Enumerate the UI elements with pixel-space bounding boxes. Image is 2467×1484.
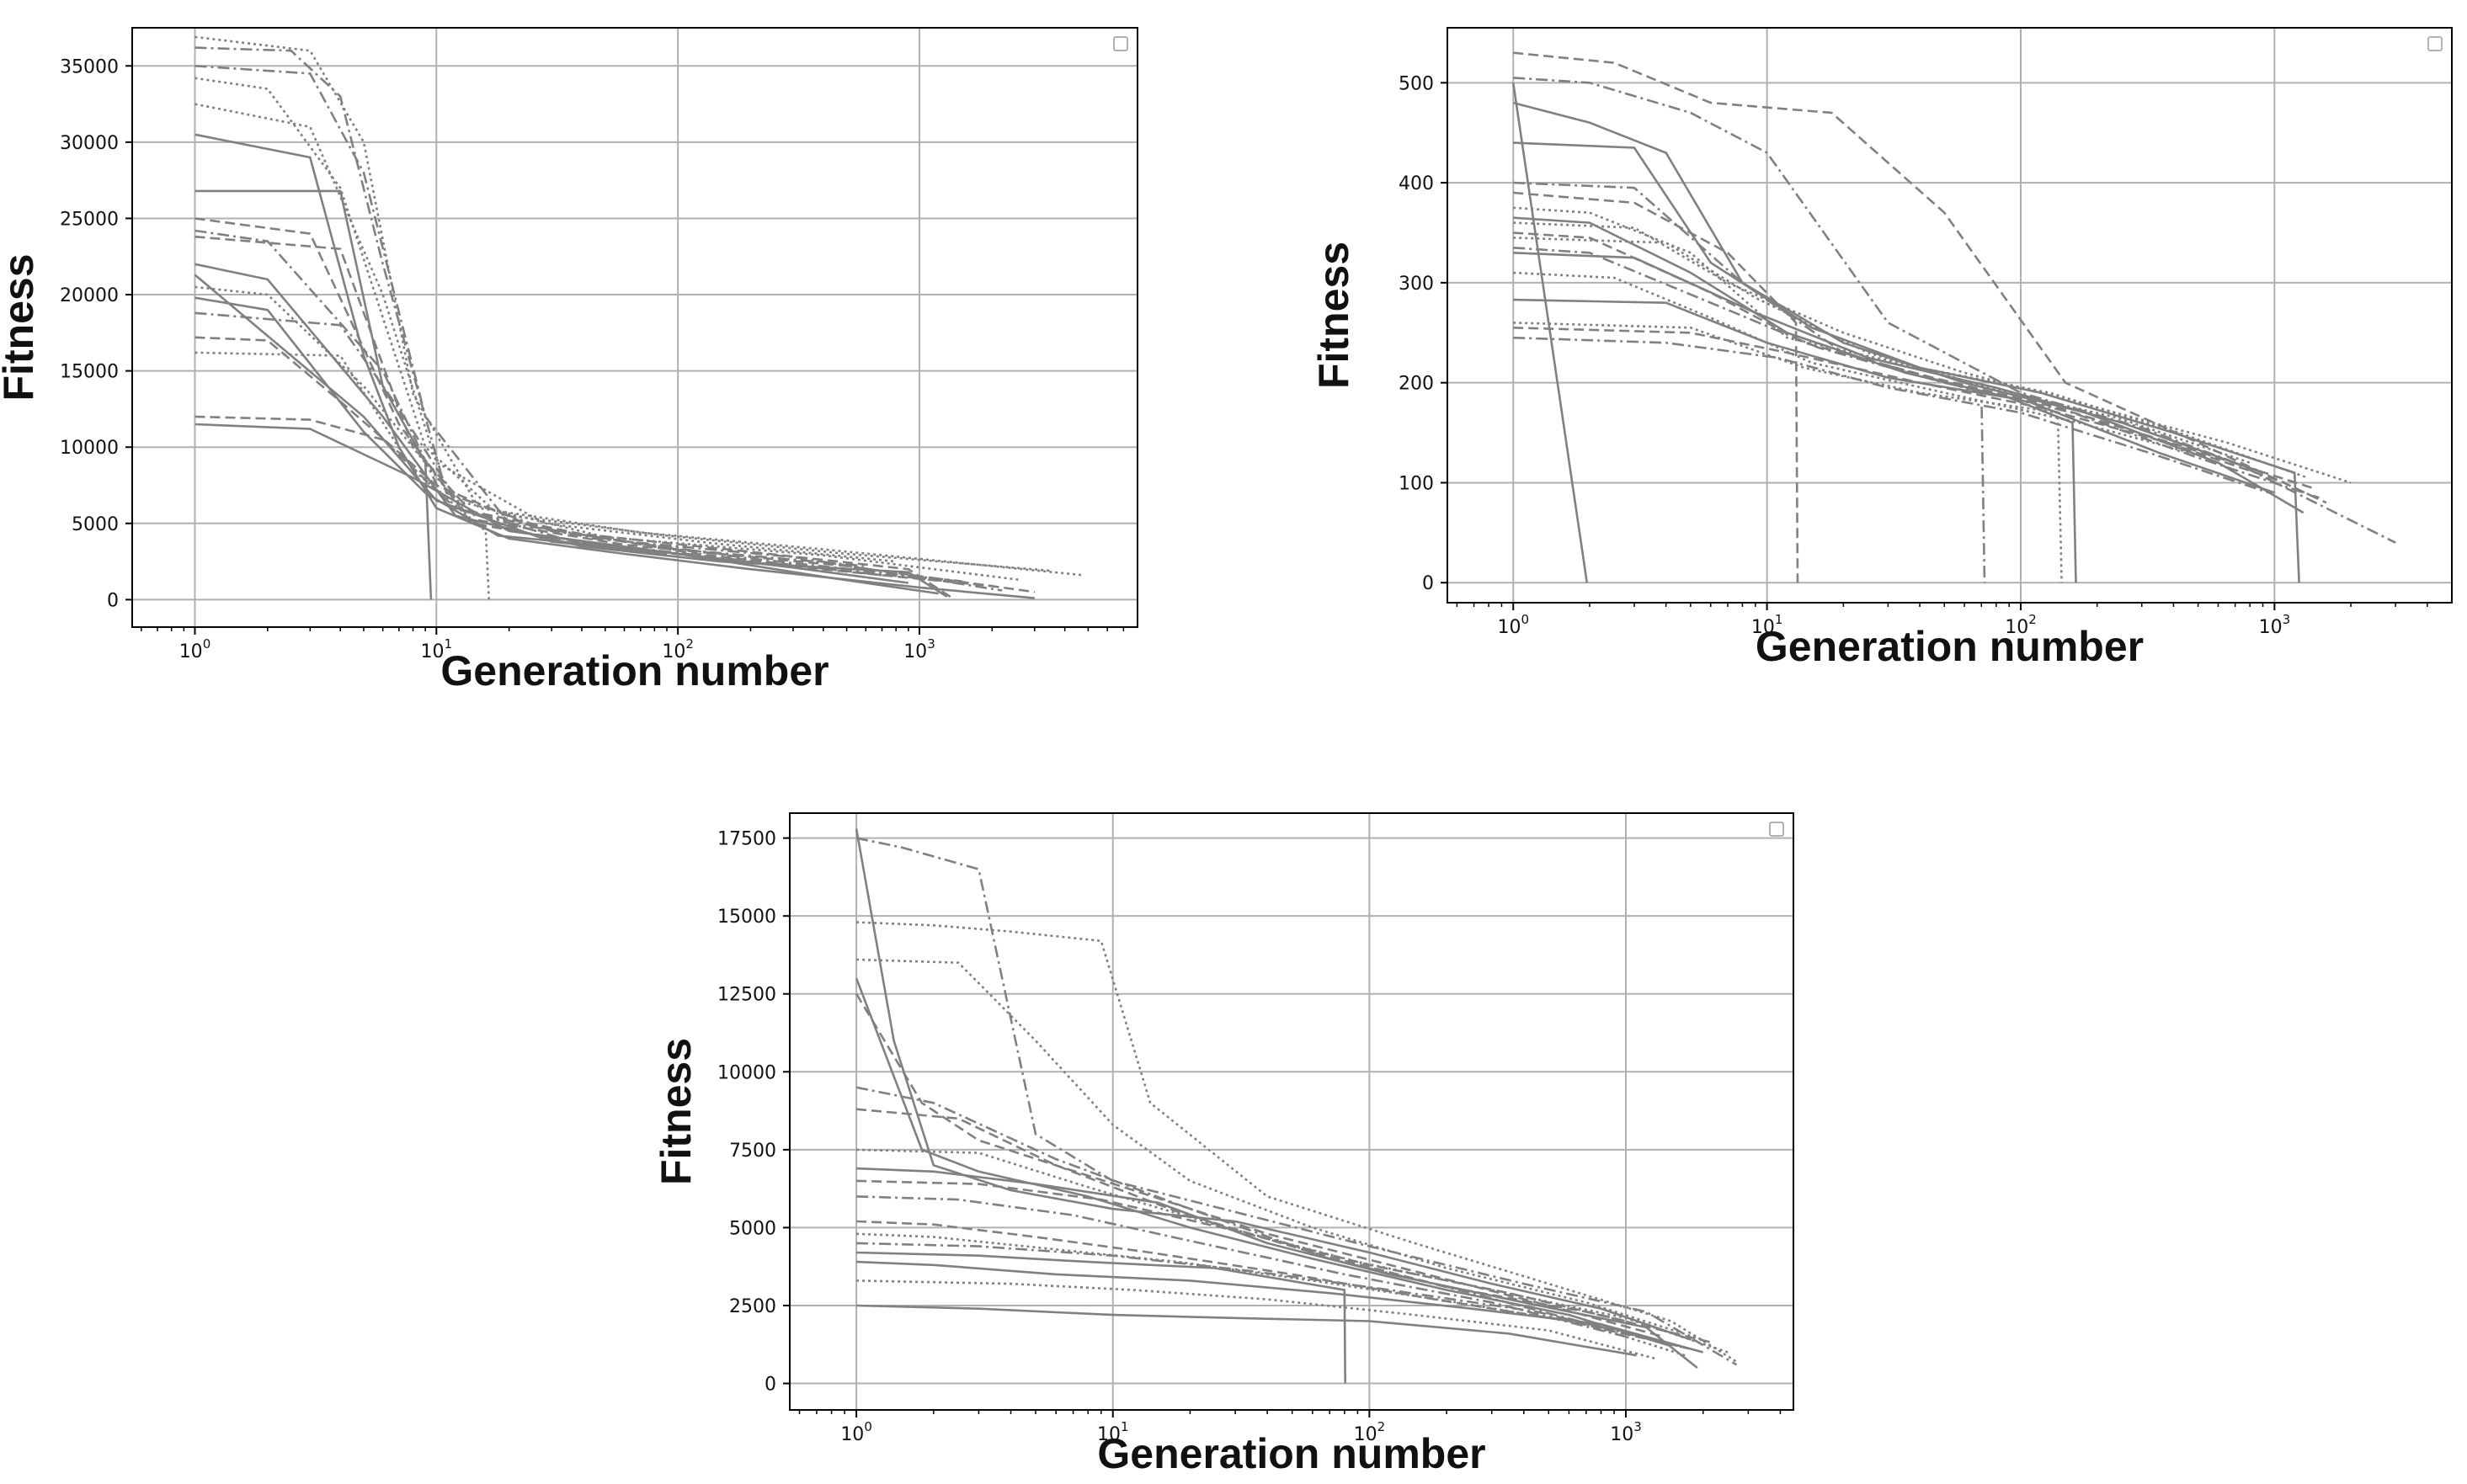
series-line-run-19 xyxy=(1513,322,2063,583)
y-tick-label: 0 xyxy=(107,590,119,611)
series-line-run-11 xyxy=(1513,77,2396,544)
series-line-run-16 xyxy=(1513,221,2352,484)
y-tick-label: 10000 xyxy=(60,438,119,459)
series-line-run-6 xyxy=(1513,298,2077,583)
series-group xyxy=(1511,51,2396,583)
series-line-run-13 xyxy=(194,229,920,580)
series-line-run-1 xyxy=(1511,82,1588,583)
series-line-run-5 xyxy=(856,1304,1637,1357)
y-axis-label: Fitness xyxy=(1310,242,1357,389)
series-line-run-4 xyxy=(194,423,939,595)
y-tick-label: 15000 xyxy=(60,362,119,383)
x-tick-label: 100 xyxy=(840,1419,872,1445)
series-line-run-2 xyxy=(194,189,433,600)
x-tick-label: 100 xyxy=(179,636,211,662)
y-tick-label: 25000 xyxy=(60,209,119,230)
series-line-run-7 xyxy=(855,993,1664,1338)
y-tick-label: 400 xyxy=(1399,173,1434,194)
y-tick-label: 0 xyxy=(1422,573,1434,594)
series-line-run-7 xyxy=(194,217,993,588)
series-line-run-4 xyxy=(856,1251,1346,1384)
y-tick-label: 300 xyxy=(1399,274,1434,295)
series-group xyxy=(855,828,1738,1384)
series-line-run-3 xyxy=(856,1167,1698,1370)
plot-area xyxy=(132,28,1138,627)
y-tick-label: 30000 xyxy=(60,133,119,154)
series-line-run-2 xyxy=(855,977,1672,1348)
axes-frame xyxy=(1447,27,2453,604)
series-line-run-12 xyxy=(194,65,866,567)
y-tick-label: 100 xyxy=(1399,473,1434,494)
series-line-run-8 xyxy=(1513,191,1799,583)
x-axis-label: Generation number xyxy=(440,647,829,694)
x-tick-label: 100 xyxy=(1497,612,1529,638)
y-tick-label: 7500 xyxy=(729,1141,776,1162)
y-tick-label: 5000 xyxy=(729,1218,776,1239)
series-line-run-18 xyxy=(194,285,1020,582)
series-line-run-17 xyxy=(856,1148,1729,1354)
chart-panel-1: 0 5000 10000 15000 20000 25000 30000 35000 100 10… xyxy=(0,27,1138,694)
x-tick-label: 103 xyxy=(903,636,935,662)
series-line-run-18 xyxy=(856,1232,1686,1357)
series-line-run-19 xyxy=(856,1279,1656,1360)
x-axis-label: Generation number xyxy=(1097,1430,1485,1477)
series-line-run-10 xyxy=(194,415,956,601)
plot-area xyxy=(1447,28,2452,603)
y-tick-label: 500 xyxy=(1399,73,1434,94)
series-line-run-10 xyxy=(1513,327,2286,484)
series-line-run-12 xyxy=(855,1086,1615,1332)
y-tick-label: 10000 xyxy=(717,1062,776,1083)
series-line-run-16 xyxy=(194,77,1052,572)
y-axis-label: Fitness xyxy=(653,1038,700,1185)
y-tick-label: 35000 xyxy=(60,56,119,77)
series-line-run-14 xyxy=(856,1242,1679,1348)
x-axis-label: Generation number xyxy=(1756,623,2144,670)
x-tick-label: 103 xyxy=(2259,612,2291,638)
series-line-run-15 xyxy=(856,921,1738,1363)
legend-box xyxy=(1769,822,1784,837)
series-line-run-14 xyxy=(1513,336,2270,494)
y-axis-label: Fitness xyxy=(0,253,42,401)
series-group xyxy=(194,35,1084,601)
y-tick-label: 17500 xyxy=(717,829,776,850)
series-line-run-12 xyxy=(1513,181,1986,583)
x-tick-label: 103 xyxy=(1610,1419,1642,1445)
y-tick-label: 200 xyxy=(1399,374,1434,395)
series-line-run-18 xyxy=(1513,271,2209,460)
y-tick-label: 5000 xyxy=(72,514,119,535)
y-tick-label: 15000 xyxy=(717,907,776,928)
y-tick-label: 12500 xyxy=(717,985,776,1006)
series-line-run-15 xyxy=(194,35,1084,577)
series-line-run-2 xyxy=(1512,101,2304,514)
series-line-run-1 xyxy=(855,828,1692,1341)
y-tick-label: 20000 xyxy=(60,285,119,306)
series-line-run-15 xyxy=(1513,206,2309,479)
y-tick-label: 2500 xyxy=(729,1296,776,1317)
series-line-run-14 xyxy=(194,311,1003,592)
series-line-run-11 xyxy=(855,837,1738,1366)
legend-box xyxy=(1113,36,1128,51)
series-line-run-8 xyxy=(855,1108,1714,1344)
series-line-run-13 xyxy=(856,1195,1627,1338)
y-tick-label: 0 xyxy=(765,1375,776,1396)
legend-box xyxy=(2427,36,2443,51)
axes-frame xyxy=(131,27,1138,628)
series-line-run-13 xyxy=(1513,247,2320,499)
